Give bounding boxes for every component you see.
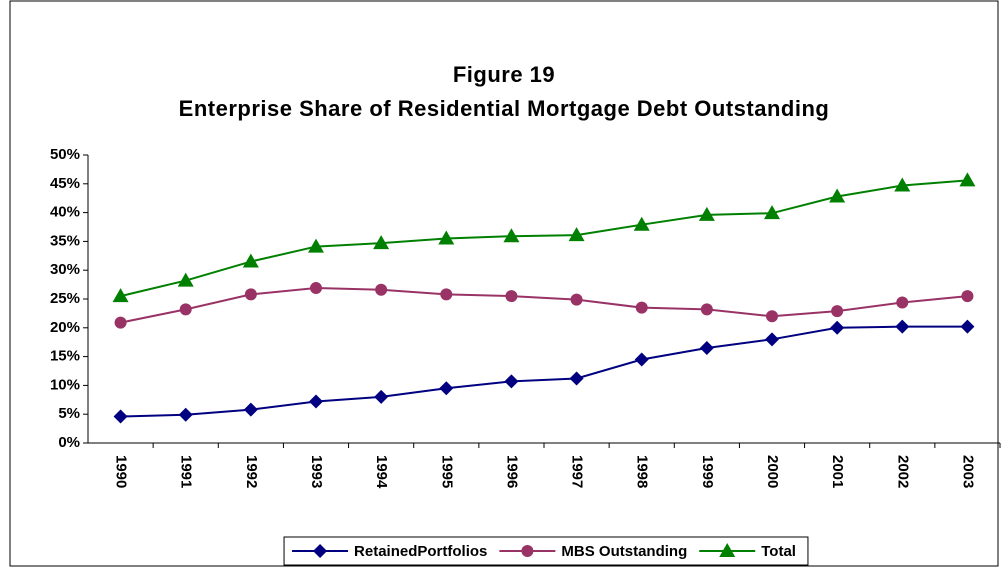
marker [568, 227, 585, 242]
y-tick-label: 45% [50, 175, 80, 192]
marker [635, 301, 648, 314]
marker [179, 303, 192, 316]
marker [959, 172, 976, 187]
x-tick-label: 1999 [699, 455, 716, 488]
y-tick-label: 50% [50, 146, 80, 163]
chart-subtitle: Enterprise Share of Residential Mortgage… [179, 96, 830, 121]
legend-label: Total [761, 543, 796, 560]
legend: RetainedPortfolios MBS Outstanding Total [283, 536, 809, 566]
legend-label: MBS Outstanding [561, 543, 687, 560]
marker [178, 407, 193, 422]
marker [244, 288, 257, 301]
marker [633, 216, 650, 231]
marker [699, 340, 714, 355]
y-tick-label: 30% [50, 261, 80, 278]
marker [242, 253, 259, 268]
marker [309, 394, 323, 409]
marker [373, 235, 390, 250]
marker [505, 290, 518, 303]
marker [634, 352, 649, 367]
series-line [120, 287, 968, 324]
x-tick-label: 1996 [503, 455, 520, 488]
y-tick-label: 35% [50, 232, 80, 249]
x-tick-label: 1997 [569, 455, 586, 488]
x-tick-label: 1998 [634, 455, 651, 488]
marker [961, 290, 974, 303]
x-tick-label: 2002 [894, 455, 911, 488]
series-line [120, 325, 968, 418]
marker [896, 296, 909, 309]
x-tick-label: 2000 [764, 455, 781, 488]
y-tick-label: 5% [58, 405, 80, 422]
marker [310, 282, 322, 295]
marker [177, 272, 194, 287]
marker [243, 402, 258, 417]
chart-title: Figure 19 [453, 62, 555, 87]
marker [521, 545, 534, 557]
x-tick-label: 1995 [438, 455, 455, 488]
x-tick-label: 2003 [959, 455, 976, 488]
marker [960, 319, 975, 334]
y-tick-label: 15% [50, 348, 80, 365]
marker [313, 544, 328, 558]
marker [438, 230, 455, 245]
marker [719, 543, 736, 557]
marker [830, 320, 845, 335]
marker [374, 389, 389, 404]
marker [831, 305, 844, 318]
marker [112, 288, 129, 303]
legend-label: RetainedPortfolios [354, 543, 487, 560]
x-tick-label: 1994 [373, 455, 390, 489]
y-tick-label: 25% [50, 290, 80, 307]
x-tick-label: 1992 [243, 455, 260, 488]
marker [570, 293, 583, 306]
x-tick-label: 1993 [308, 455, 325, 488]
marker [829, 188, 846, 203]
marker [895, 319, 910, 334]
marker [113, 409, 128, 424]
marker [765, 332, 779, 347]
marker [894, 177, 911, 192]
marker [439, 381, 454, 396]
marker [308, 238, 324, 253]
series-line [120, 179, 968, 298]
marker [569, 371, 584, 386]
marker [114, 316, 127, 329]
y-tick-label: 0% [58, 434, 80, 451]
marker [375, 283, 388, 296]
y-tick-label: 10% [50, 376, 80, 393]
marker [764, 205, 780, 220]
marker [766, 310, 778, 323]
y-tick-label: 40% [50, 204, 80, 221]
marker [503, 228, 520, 243]
x-tick-label: 1990 [113, 455, 130, 488]
x-tick-label: 2001 [829, 455, 846, 488]
marker [698, 206, 715, 221]
marker [440, 288, 453, 301]
marker [700, 303, 713, 316]
marker [504, 374, 519, 389]
x-tick-label: 1991 [178, 455, 195, 488]
y-tick-label: 20% [50, 319, 80, 336]
